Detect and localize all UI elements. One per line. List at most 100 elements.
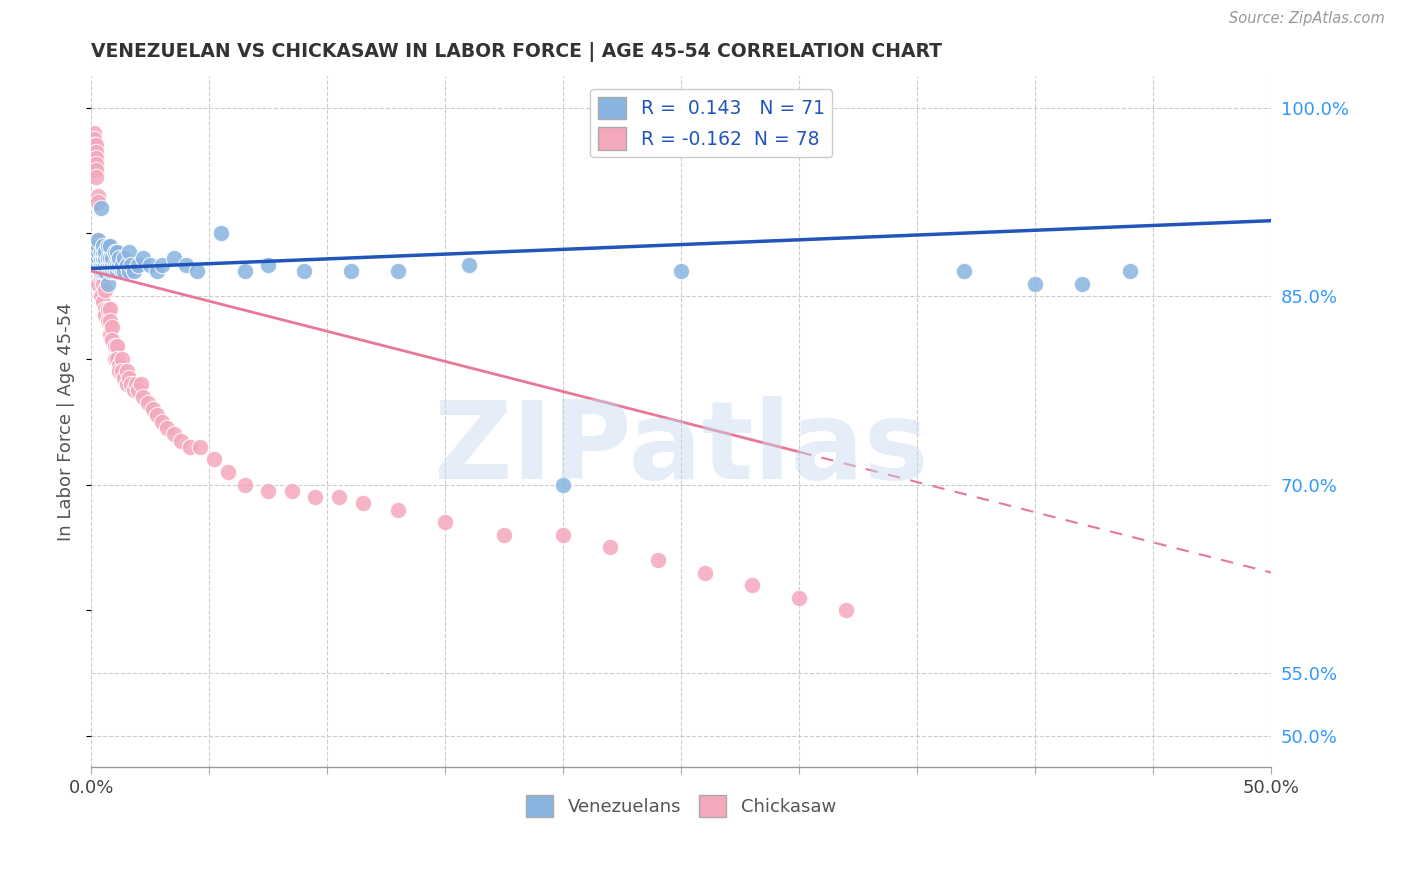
Point [120, 377, 142, 392]
Point [163, 427, 186, 442]
Text: ZIPatlas: ZIPatlas [433, 396, 929, 502]
Point [209, 227, 232, 241]
Point [115, 377, 138, 392]
Point [118, 264, 141, 278]
Point [94, 283, 117, 297]
Point [127, 384, 149, 398]
Y-axis label: In Labor Force | Age 45-54: In Labor Force | Age 45-54 [58, 302, 75, 541]
Point [132, 252, 155, 266]
Point [101, 252, 124, 266]
Point [108, 258, 131, 272]
Point [112, 264, 135, 278]
Point [132, 390, 155, 404]
Point [94, 252, 117, 266]
Point [94, 301, 117, 316]
Point [84, 138, 107, 153]
Point [115, 258, 138, 272]
Point [328, 490, 350, 504]
Point [647, 553, 669, 567]
Point [136, 396, 159, 410]
Point [84, 252, 107, 266]
Point [91, 245, 114, 260]
Legend: Venezuelans, Chickasaw: Venezuelans, Chickasaw [519, 788, 844, 824]
Point [97, 239, 120, 253]
Point [112, 370, 135, 384]
Point [108, 252, 131, 266]
Point [186, 264, 208, 278]
Point [91, 239, 114, 253]
Point [122, 264, 145, 278]
Point [146, 409, 169, 423]
Point [87, 239, 110, 253]
Text: Source: ZipAtlas.com: Source: ZipAtlas.com [1229, 11, 1385, 26]
Point [787, 591, 810, 605]
Point [87, 277, 110, 291]
Point [84, 169, 107, 184]
Point [174, 258, 197, 272]
Point [101, 258, 124, 272]
Point [98, 258, 121, 272]
Point [179, 440, 201, 454]
Point [98, 264, 121, 278]
Point [90, 264, 112, 278]
Text: VENEZUELAN VS CHICKASAW IN LABOR FORCE | AGE 45-54 CORRELATION CHART: VENEZUELAN VS CHICKASAW IN LABOR FORCE |… [91, 42, 942, 62]
Point [150, 258, 173, 272]
Point [257, 258, 280, 272]
Point [141, 402, 163, 417]
Point [188, 440, 211, 454]
Point [953, 264, 976, 278]
Point [84, 163, 107, 178]
Point [127, 258, 149, 272]
Point [91, 264, 114, 278]
Point [104, 258, 127, 272]
Point [112, 252, 135, 266]
Point [87, 258, 110, 272]
Point [104, 339, 127, 353]
Point [280, 483, 302, 498]
Point [90, 270, 112, 285]
Point [233, 264, 256, 278]
Point [90, 201, 112, 215]
Point [84, 145, 107, 159]
Point [91, 277, 114, 291]
Point [90, 258, 112, 272]
Point [387, 264, 409, 278]
Point [90, 264, 112, 278]
Point [97, 252, 120, 266]
Point [156, 421, 179, 435]
Point [108, 358, 131, 372]
Point [97, 301, 120, 316]
Point [101, 320, 124, 334]
Point [101, 264, 124, 278]
Point [87, 258, 110, 272]
Point [91, 258, 114, 272]
Point [163, 252, 186, 266]
Point [122, 384, 145, 398]
Point [91, 270, 114, 285]
Point [90, 258, 112, 272]
Point [90, 245, 112, 260]
Point [98, 301, 121, 316]
Point [83, 138, 105, 153]
Point [90, 252, 112, 266]
Point [97, 258, 120, 272]
Point [84, 239, 107, 253]
Point [91, 252, 114, 266]
Point [111, 258, 134, 272]
Point [125, 377, 148, 392]
Point [139, 258, 162, 272]
Point [94, 245, 117, 260]
Point [457, 258, 479, 272]
Point [129, 377, 152, 392]
Point [94, 264, 117, 278]
Point [146, 264, 169, 278]
Point [98, 239, 121, 253]
Point [105, 258, 128, 272]
Point [87, 194, 110, 209]
Point [202, 452, 225, 467]
Point [741, 578, 763, 592]
Point [105, 339, 128, 353]
Point [91, 295, 114, 310]
Point [83, 126, 105, 140]
Point [387, 502, 409, 516]
